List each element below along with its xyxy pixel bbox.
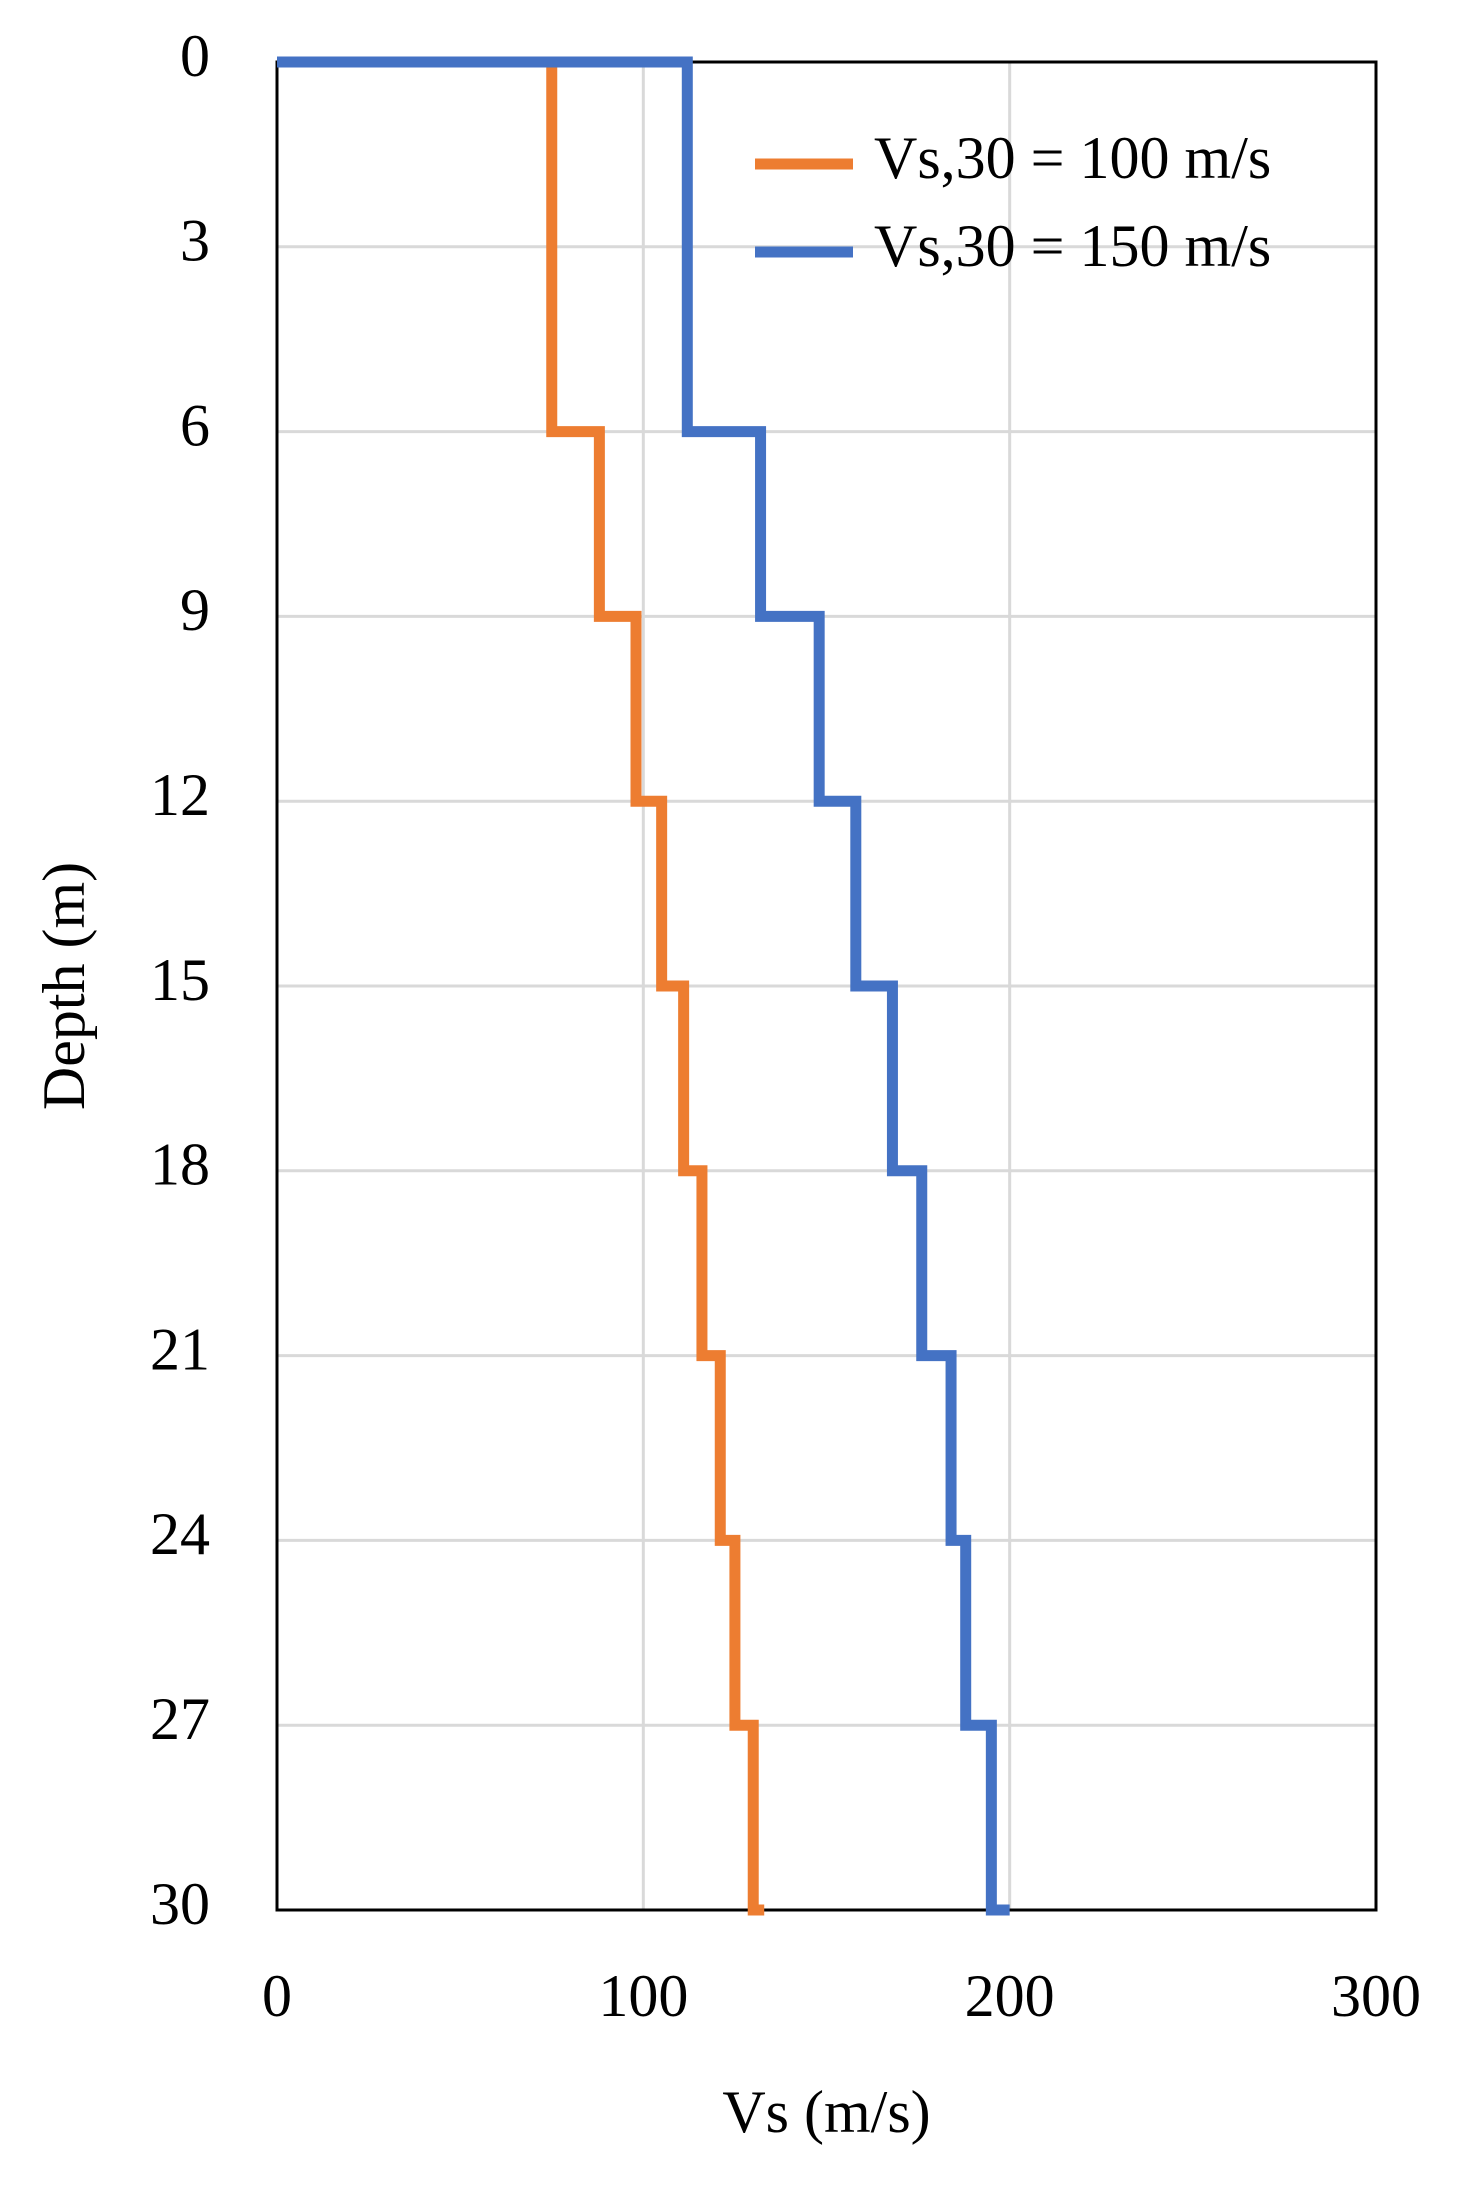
y-tick-label: 6 [180, 392, 210, 458]
y-axis-label: Depth (m) [31, 862, 97, 1110]
plot-frame [275, 60, 1378, 1912]
series-line [277, 56, 1010, 1916]
y-tick-label: 12 [150, 762, 210, 828]
x-tick-label: 100 [598, 1963, 688, 2029]
x-tick-label: 300 [1331, 1963, 1421, 2029]
y-tick-label: 30 [150, 1871, 210, 1937]
legend-label: Vs,30 = 150 m/s [874, 213, 1271, 279]
y-tick-label: 3 [180, 208, 210, 274]
series-line [546, 62, 765, 1916]
y-tick-label: 24 [150, 1501, 210, 1567]
y-tick-label: 9 [180, 577, 210, 643]
legend-label: Vs,30 = 100 m/s [874, 125, 1271, 191]
y-tick-label: 15 [150, 947, 210, 1013]
x-tick-label: 200 [965, 1963, 1055, 2029]
y-tick-label: 27 [150, 1686, 210, 1752]
y-tick-label: 18 [150, 1132, 210, 1198]
y-tick-label: 0 [180, 23, 210, 89]
y-tick-label: 21 [150, 1316, 210, 1382]
x-tick-label: 0 [262, 1963, 292, 2029]
x-axis-label: Vs (m/s) [722, 2079, 930, 2145]
